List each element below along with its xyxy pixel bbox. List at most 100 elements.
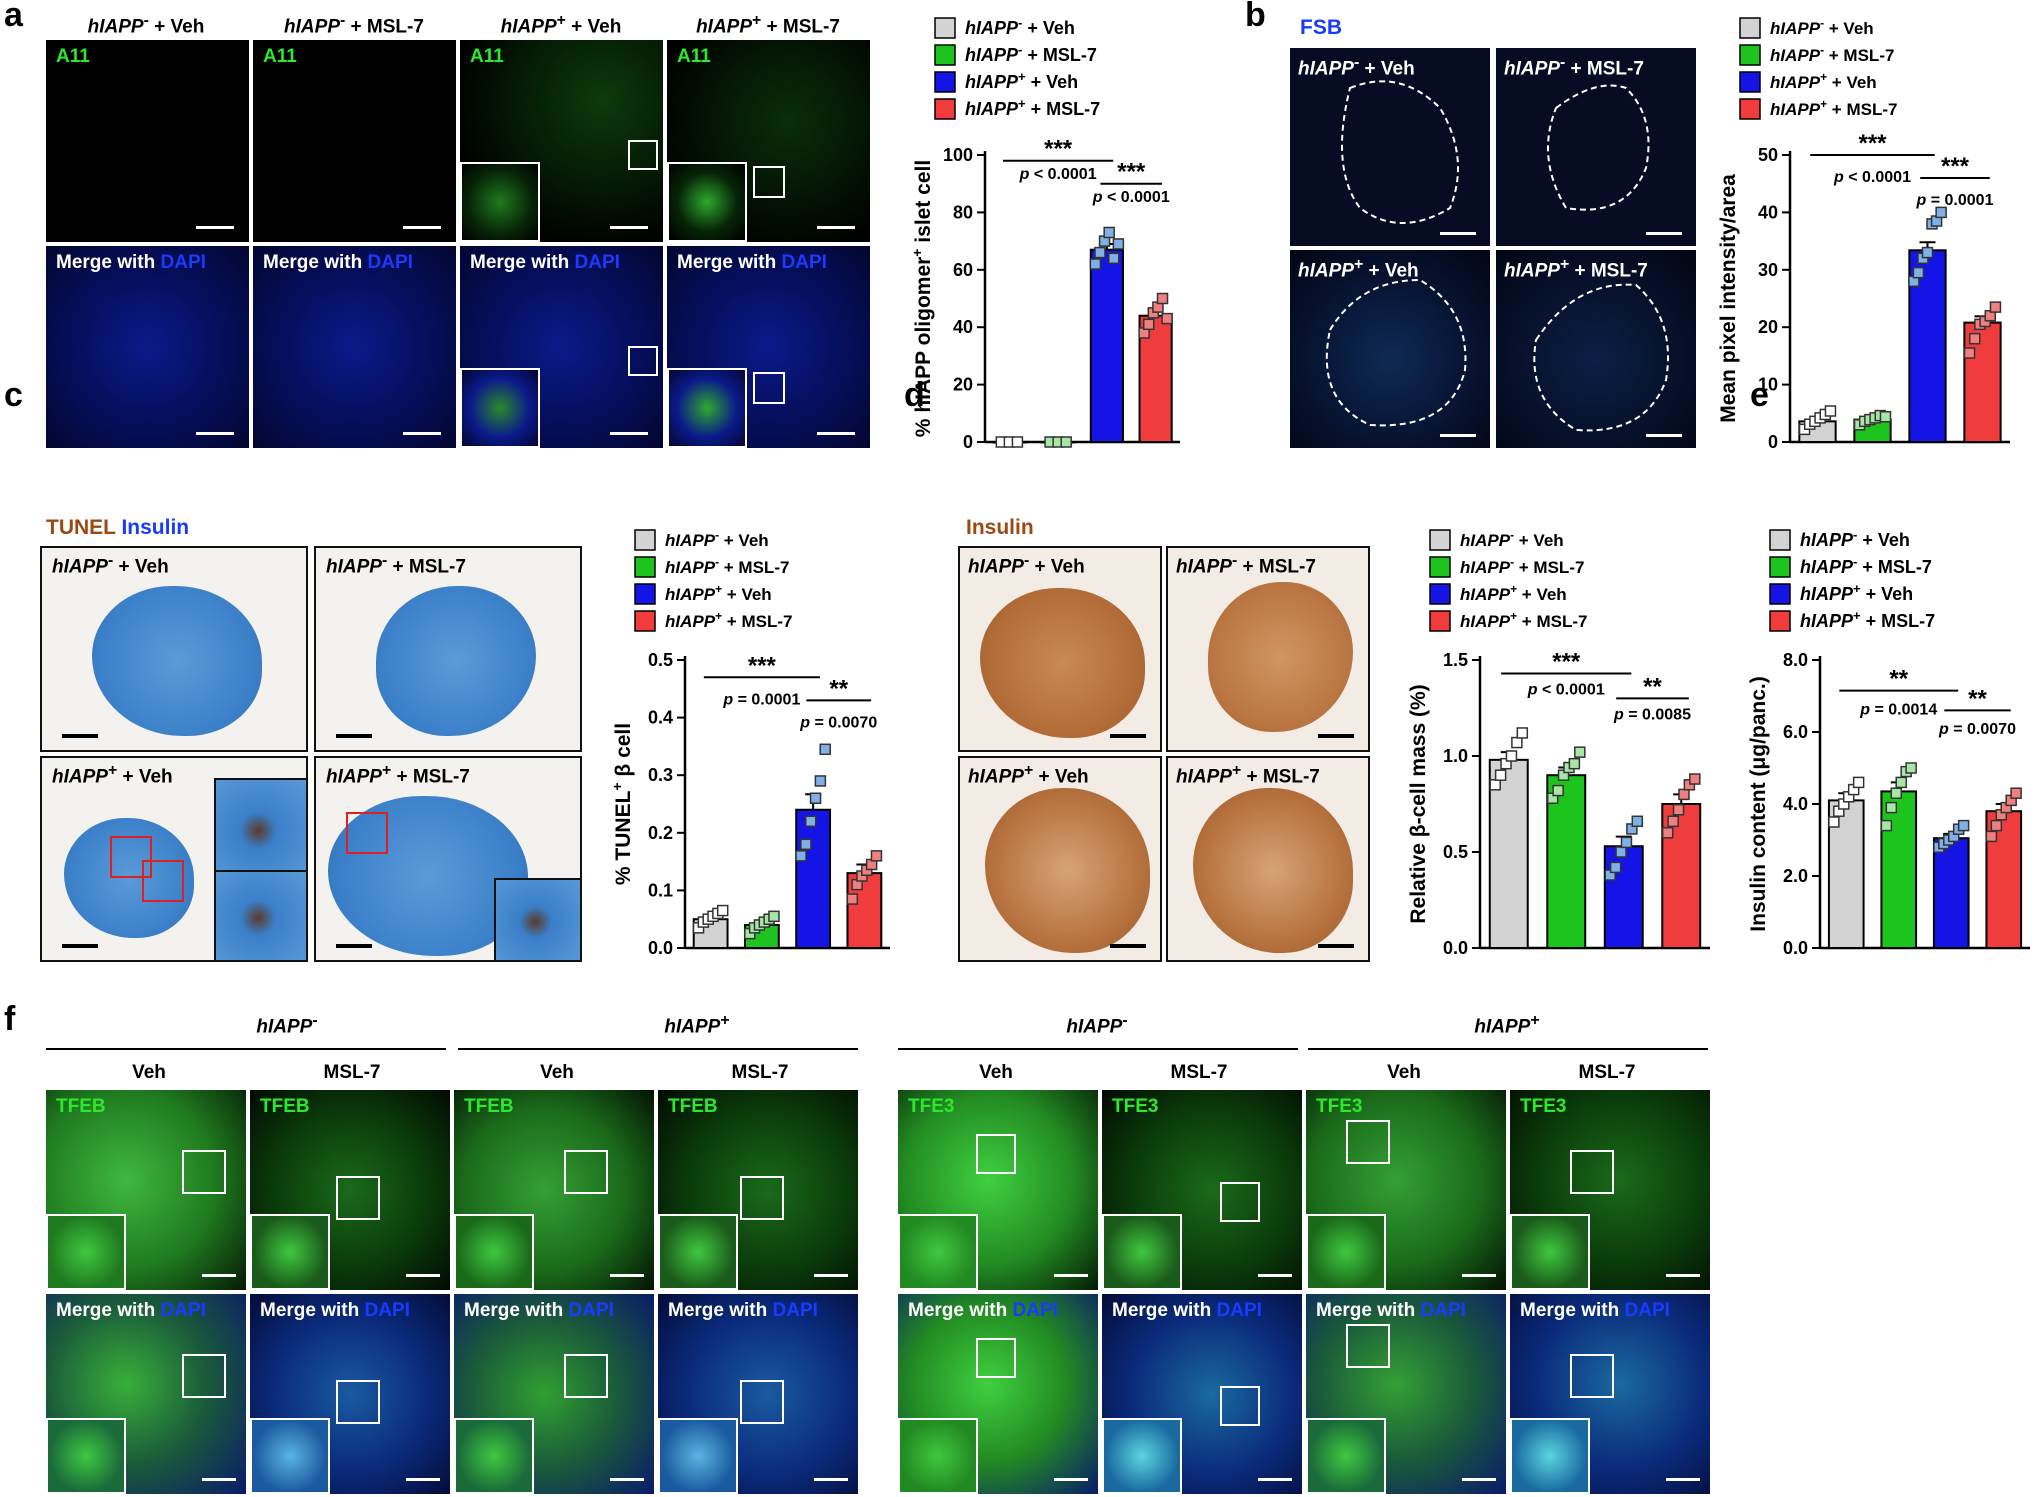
y-tick-label: 0: [963, 432, 973, 452]
data-point: [1963, 347, 1976, 359]
bar: [1603, 845, 1644, 949]
data-point: [1161, 312, 1173, 325]
zoom-inset: [1102, 1418, 1182, 1494]
zoom-box: [628, 346, 658, 376]
y-tick-label: 10: [1758, 375, 1778, 395]
zoom-box: [628, 140, 658, 170]
zoom-inset: [460, 368, 540, 448]
zoom-box: [1220, 1386, 1260, 1426]
group-overlay-label: hIAPP+ + Veh: [1298, 256, 1419, 282]
zoom-box: [1346, 1120, 1390, 1164]
legend-swatch: [1769, 556, 1791, 578]
legend-swatch: [934, 71, 956, 93]
micrograph-merge-g4: Merge with DAPI: [667, 246, 870, 448]
bar: [1546, 774, 1587, 950]
legend-swatch: [634, 529, 656, 551]
legend-entry: hIAPP+ + Veh: [1800, 581, 1913, 605]
zoom-inset: [1510, 1214, 1590, 1290]
data-point: [1089, 258, 1102, 270]
zoom-inset: [1510, 1418, 1590, 1494]
treatment-header: Veh: [540, 1062, 574, 1083]
zoom-inset: [667, 368, 747, 448]
scale-bar: [403, 432, 441, 435]
micrograph-tfeb-hiapp-minus-veh: TFEB: [46, 1090, 246, 1290]
data-point: [1103, 226, 1115, 239]
bar: [1932, 837, 1970, 950]
y-axis-label: Mean pixel intensity/area: [1717, 174, 1740, 423]
zoom-inset: [454, 1418, 534, 1494]
scale-bar: [403, 226, 441, 229]
zoom-box: [336, 1380, 380, 1424]
data-point: [1678, 788, 1690, 801]
scale-bar: [1258, 1478, 1292, 1481]
islet: [64, 818, 194, 938]
data-point: [2010, 787, 2022, 799]
stain-label: TFE3: [1520, 1096, 1567, 1117]
legend-swatch: [1769, 529, 1791, 551]
scale-bar: [814, 1274, 848, 1277]
islet-outline: [1533, 283, 1669, 432]
y-tick-label: 6.0: [1783, 722, 1808, 742]
panel-label-c: c: [4, 376, 23, 414]
zoom-box: [1570, 1150, 1614, 1194]
stain-label-fsb: FSB: [1300, 16, 1342, 39]
zoom-inset: [658, 1214, 738, 1290]
micrograph-fsb-g4: hIAPP+ + MSL-7: [1496, 250, 1696, 448]
data-point: [1574, 746, 1586, 758]
data-point: [768, 910, 780, 923]
chart-b: hIAPP- + Veh hIAPP- + MSL-7 hIAPP+ + Veh hI…: [1717, 16, 2010, 452]
stain-label: TFE3: [1316, 1096, 1363, 1117]
bar: [795, 808, 832, 950]
micrograph-tunel-g2: hIAPP- + MSL-7: [314, 546, 582, 752]
scale-bar: [406, 1274, 440, 1277]
y-tick-label: 8.0: [1783, 650, 1808, 670]
legend-swatch: [1739, 71, 1761, 93]
chart-c: hIAPP- + Veh hIAPP- + MSL-7 hIAPP+ + Veh hI…: [609, 528, 890, 958]
legend-entry: hIAPP+ + Veh: [665, 582, 772, 604]
micrograph-merge-tfe3-1: Merge with DAPI: [898, 1294, 1098, 1494]
genotype-header: hIAPP+: [1474, 1012, 1540, 1038]
zoom-box: [976, 1134, 1016, 1174]
legend-swatch: [1429, 556, 1451, 578]
legend-entry: hIAPP+ + Veh: [1770, 70, 1877, 92]
data-point: [1609, 861, 1622, 874]
scale-bar: [406, 1478, 440, 1481]
micrograph-tunel-g3: hIAPP+ + Veh: [40, 756, 308, 962]
bar: [1488, 758, 1529, 949]
zoom-inset: [250, 1418, 330, 1494]
micrograph-insulin-g1: hIAPP- + Veh: [958, 546, 1162, 752]
scale-bar: [1440, 434, 1476, 437]
group-overlay-label: hIAPP- + Veh: [968, 552, 1085, 578]
data-point: [846, 893, 859, 905]
treatment-header: MSL-7: [323, 1062, 381, 1083]
legend-entry: hIAPP- + MSL-7: [1770, 43, 1894, 65]
p-value: p = 0.0001: [722, 691, 800, 708]
group-overlay-label: hIAPP- + Veh: [52, 552, 169, 578]
micrograph-merge-tfeb-2: Merge with DAPI: [250, 1294, 450, 1494]
panel-label-e: e: [1750, 376, 1769, 414]
legend-swatch: [634, 610, 656, 632]
data-point: [804, 815, 817, 828]
legend-swatch: [934, 17, 956, 39]
data-point: [1667, 815, 1679, 828]
data-point: [1689, 773, 1701, 785]
significance-stars: ***: [1044, 136, 1073, 163]
stain-label: TFE3: [908, 1096, 955, 1117]
y-tick-label: 20: [1758, 317, 1778, 337]
scale-bar: [202, 1274, 236, 1277]
micrograph-merge-tfeb-1: Merge with DAPI: [46, 1294, 246, 1494]
significance-stars: **: [1643, 673, 1662, 700]
data-point: [1094, 246, 1106, 259]
scale-bar: [336, 944, 372, 948]
significance-stars: **: [829, 675, 848, 702]
y-tick-label: 20: [953, 375, 973, 395]
panel-label-d: d: [904, 376, 925, 414]
data-point: [1620, 836, 1633, 849]
legend-entry: hIAPP+ + MSL-7: [1460, 609, 1587, 631]
y-tick-label: 0.3: [648, 765, 673, 785]
group-overlay-label: hIAPP- + MSL-7: [326, 552, 466, 578]
merge-label: Merge with DAPI: [668, 1300, 818, 1321]
scale-bar: [817, 226, 855, 229]
zoom-inset: [1306, 1214, 1386, 1290]
micrograph-fsb-g2: hIAPP- + MSL-7: [1496, 48, 1696, 246]
